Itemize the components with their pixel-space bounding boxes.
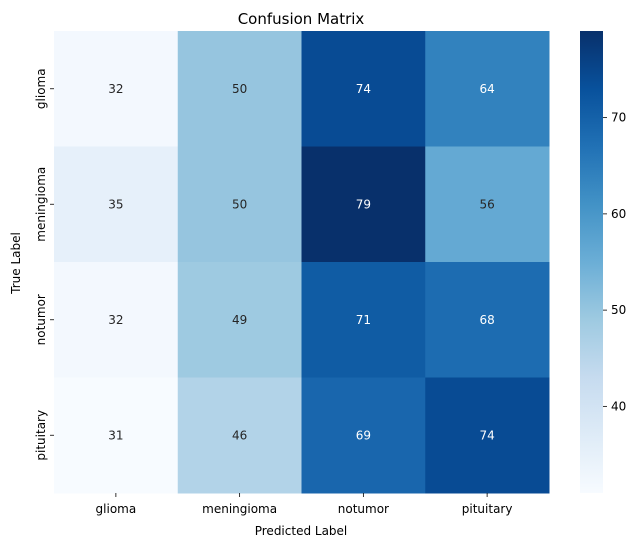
cell-value-label: 68: [479, 313, 494, 327]
x-axis: glioma meningioma notumor pituitary: [96, 493, 513, 516]
cell-value-label: 50: [232, 197, 247, 211]
colorbar: 40 50 60 70: [580, 31, 626, 493]
heatmap-cell: [301, 146, 426, 263]
heatmap-cell: [54, 146, 179, 263]
heatmap-cell: [177, 377, 302, 494]
heatmap-cells: 32 50 74 64 35 50 79 56 32 49 71 68 31 46 69 74: [54, 31, 550, 494]
y-tick-label: meningioma: [34, 167, 48, 242]
colorbar-tick-label: 50: [611, 303, 626, 317]
cell-value-label: 74: [479, 428, 494, 442]
heatmap-cell: [425, 262, 550, 378]
cell-value-label: 32: [108, 82, 123, 96]
colorbar-gradient: [580, 31, 603, 493]
cell-value-label: 74: [356, 82, 371, 96]
x-axis-label: Predicted Label: [255, 524, 348, 538]
heatmap-cell: [301, 31, 426, 147]
cell-value-label: 32: [108, 313, 123, 327]
heatmap-cell: [54, 377, 179, 494]
heatmap-cell: [54, 31, 179, 147]
x-tick-label: pituitary: [462, 502, 513, 516]
cell-value-label: 69: [356, 428, 371, 442]
heatmap-cell: [177, 146, 302, 263]
x-tick-label: glioma: [96, 502, 137, 516]
colorbar-tick-label: 40: [611, 399, 626, 413]
cell-value-label: 49: [232, 313, 247, 327]
cell-value-label: 79: [356, 197, 371, 211]
cell-value-label: 31: [108, 428, 123, 442]
y-tick-label: glioma: [34, 68, 48, 109]
heatmap-cell: [54, 262, 179, 378]
x-tick-label: notumor: [338, 502, 389, 516]
colorbar-tick-label: 60: [611, 207, 626, 221]
y-axis-label: True Label: [9, 232, 23, 295]
heatmap-cell: [425, 31, 550, 147]
x-tick-label: meningioma: [202, 502, 277, 516]
heatmap-cell: [301, 262, 426, 378]
heatmap-cell: [177, 262, 302, 378]
y-axis: glioma meningioma notumor pituitary: [34, 68, 54, 461]
cell-value-label: 46: [232, 428, 247, 442]
heatmap-cell: [301, 377, 426, 494]
colorbar-tick-label: 70: [611, 111, 626, 125]
cell-value-label: 50: [232, 82, 247, 96]
y-tick-label: notumor: [34, 294, 48, 345]
cell-value-label: 35: [108, 197, 123, 211]
cell-value-label: 71: [356, 313, 371, 327]
heatmap-cell: [425, 146, 550, 263]
heatmap-cell: [177, 31, 302, 147]
cell-value-label: 56: [479, 197, 494, 211]
cell-value-label: 64: [479, 82, 494, 96]
heatmap-cell: [425, 377, 550, 494]
y-tick-label: pituitary: [34, 410, 48, 461]
chart-title: Confusion Matrix: [238, 10, 365, 28]
